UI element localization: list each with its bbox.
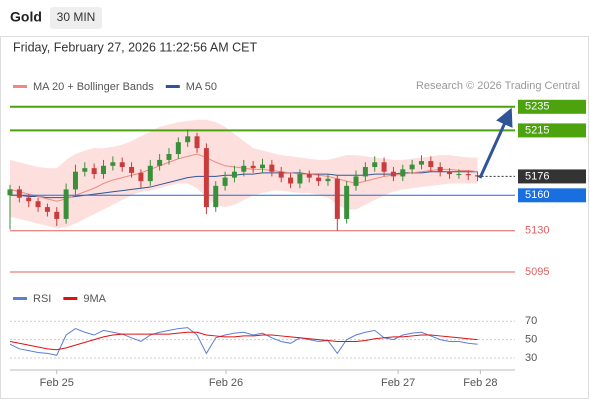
candle-body: [390, 171, 396, 177]
symbol: Gold: [10, 9, 42, 25]
resistance-label: 5215: [525, 124, 549, 136]
candle-body: [344, 185, 350, 219]
candle-body: [222, 177, 228, 186]
candle-body: [101, 165, 107, 175]
candle-body: [166, 154, 172, 160]
candle-body: [465, 174, 471, 176]
candle-body: [110, 162, 116, 166]
candle-body: [353, 176, 359, 186]
support-label: 5095: [525, 266, 549, 278]
support-label: 5130: [525, 225, 549, 237]
candle-body: [400, 169, 406, 177]
candle-body: [72, 171, 78, 190]
candle-body: [203, 148, 209, 208]
resistance-box: [518, 123, 586, 138]
candle-body: [44, 207, 50, 212]
projection-arrow: [478, 107, 513, 179]
legend-label: MA 50: [186, 81, 217, 93]
candle-body: [16, 189, 22, 198]
legend-label: MA 20 + Bollinger Bands: [33, 81, 154, 93]
candle-body: [297, 174, 303, 184]
legend-swatch: [165, 85, 180, 88]
candle-body: [185, 136, 191, 143]
candle-body: [138, 172, 144, 182]
last-price-label: 5176: [525, 170, 549, 182]
candle-body: [269, 164, 275, 172]
rsi-ma-line: [9, 331, 478, 351]
legend-label: RSI: [33, 293, 51, 305]
resistance-box: [518, 99, 586, 114]
candle-body: [325, 178, 331, 182]
x-tick-label: Feb 25: [40, 377, 74, 389]
candle-body: [35, 201, 41, 208]
candle-body: [129, 166, 135, 173]
legend-swatch: [63, 297, 78, 300]
candle-body: [447, 171, 453, 175]
candle-body: [7, 189, 13, 196]
candle-body: [119, 162, 125, 167]
datetime: Friday, February 27, 2026 11:22:56 AM CE…: [13, 40, 257, 54]
candle-body: [231, 171, 237, 178]
candle-body: [63, 189, 69, 219]
rsi-tick-label: 30: [525, 352, 537, 364]
candle-body: [175, 142, 181, 155]
candle-body: [82, 168, 88, 172]
candle-body: [437, 166, 443, 172]
candle-body: [91, 168, 97, 175]
rsi-tick-label: 70: [525, 315, 537, 327]
legend-swatch: [13, 297, 27, 300]
candle-body: [250, 165, 256, 169]
x-tick-label: Feb 27: [381, 377, 415, 389]
candle-body: [428, 161, 434, 167]
legend-label: 9MA: [83, 293, 106, 305]
legend-swatch: [13, 85, 27, 88]
candle-body: [456, 174, 462, 176]
candle-body: [26, 197, 32, 202]
candle-body: [372, 162, 378, 167]
candle-body: [241, 165, 247, 172]
candle-body: [409, 164, 415, 170]
candle-body: [306, 174, 312, 178]
x-tick-label: Feb 28: [463, 377, 497, 389]
credit: Research © 2026 Trading Central: [416, 80, 580, 92]
candle-body: [54, 211, 60, 219]
candle-body: [194, 136, 200, 149]
candle-body: [157, 159, 163, 166]
candle-body: [334, 178, 340, 219]
candle-body: [362, 166, 368, 177]
candle-body: [316, 177, 322, 182]
timeframe-label[interactable]: 30 MIN: [57, 10, 96, 24]
chart-frame: [0, 36, 589, 399]
pivot-label: 5160: [525, 189, 549, 201]
pivot-box: [518, 188, 586, 203]
timeframe-button[interactable]: [50, 7, 102, 29]
rsi-tick-label: 50: [525, 334, 537, 346]
candle-body: [213, 185, 219, 208]
resistance-label: 5235: [525, 101, 549, 113]
candle-body: [260, 164, 265, 169]
candle-body: [418, 161, 424, 165]
candle-body: [147, 165, 153, 182]
x-tick-label: Feb 26: [209, 377, 243, 389]
candle-body: [475, 175, 481, 177]
last-price-box: [518, 169, 586, 184]
candle-body: [288, 177, 294, 184]
candle-body: [278, 171, 284, 178]
candle-body: [381, 162, 387, 172]
